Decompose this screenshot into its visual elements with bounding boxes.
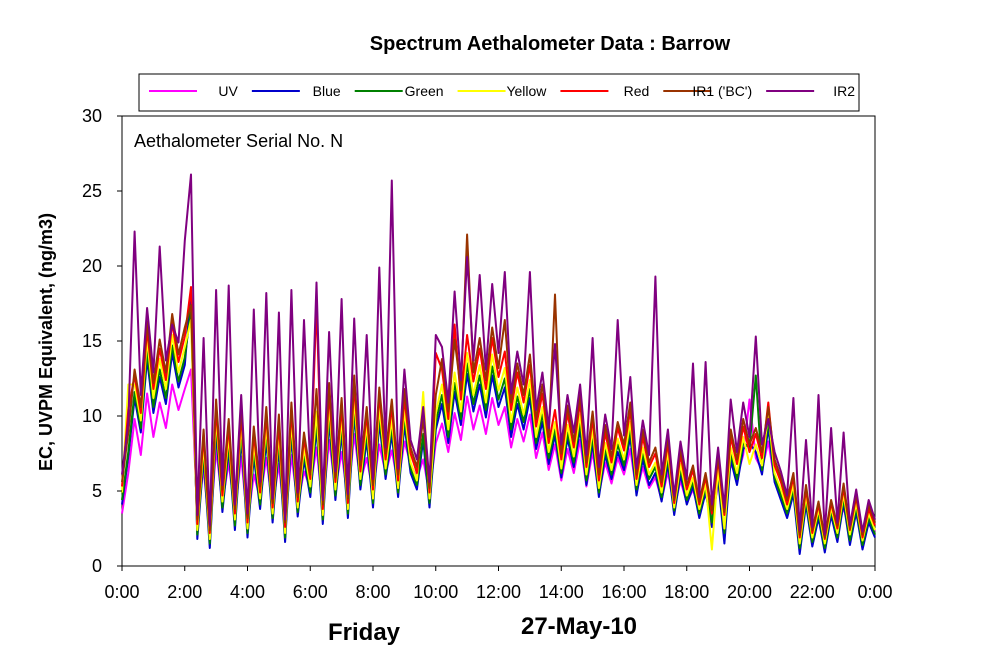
x-tick-label: 0:00	[857, 582, 892, 602]
x-tick-label: 6:00	[293, 582, 328, 602]
legend-label: IR2	[833, 83, 855, 99]
series-line-6	[121, 233, 876, 539]
series-line-7	[121, 173, 876, 536]
x-tick-label: 2:00	[167, 582, 202, 602]
x-tick-label: 10:00	[413, 582, 458, 602]
legend-label: Red	[624, 83, 650, 99]
series-line-5	[121, 286, 876, 540]
x-tick-label: 12:00	[476, 582, 521, 602]
y-tick-label: 15	[82, 331, 102, 351]
y-axis: 0 5 10 15 20 25 30	[82, 106, 122, 576]
x-tick-label: 16:00	[601, 582, 646, 602]
legend-label: Blue	[313, 83, 341, 99]
legend-label: Green	[405, 83, 444, 99]
series-line-3	[121, 308, 876, 549]
legend-box	[138, 73, 860, 112]
chart-title: Spectrum Aethalometer Data : Barrow	[370, 33, 731, 55]
x-tick-label: 14:00	[539, 582, 584, 602]
serial-annotation: Aethalometer Serial No. N	[134, 131, 343, 151]
x-tick-label: 18:00	[664, 582, 709, 602]
y-tick-label: 0	[92, 556, 102, 576]
legend-label: Yellow	[506, 83, 547, 99]
x-tick-label: 20:00	[727, 582, 772, 602]
y-axis-label: EC, UVPM Equivalent, (ng/m3)	[36, 213, 56, 471]
x-tick-label: 8:00	[355, 582, 390, 602]
x-tick-label: 4:00	[230, 582, 265, 602]
legend: UV Blue Green Yellow Red IR1 ('BC') IR2	[138, 73, 860, 112]
x-axis-day-label: Friday	[328, 619, 401, 646]
x-tick-label: 0:00	[104, 582, 139, 602]
x-axis-date-label: 27-May-10	[521, 613, 637, 640]
legend-label: UV	[218, 83, 238, 99]
x-tick-label: 22:00	[790, 582, 835, 602]
y-tick-label: 25	[82, 181, 102, 201]
y-tick-label: 30	[82, 106, 102, 126]
y-tick-label: 10	[82, 406, 102, 426]
legend-label: IR1 ('BC')	[692, 83, 752, 99]
series-line-4	[121, 319, 876, 551]
y-tick-label: 5	[92, 481, 102, 501]
x-axis: 0:00 2:00 4:00 6:00 8:00 10:00 12:00 14:00 16:00…	[104, 566, 893, 602]
y-tick-label: 20	[82, 256, 102, 276]
series-lines	[121, 173, 876, 555]
